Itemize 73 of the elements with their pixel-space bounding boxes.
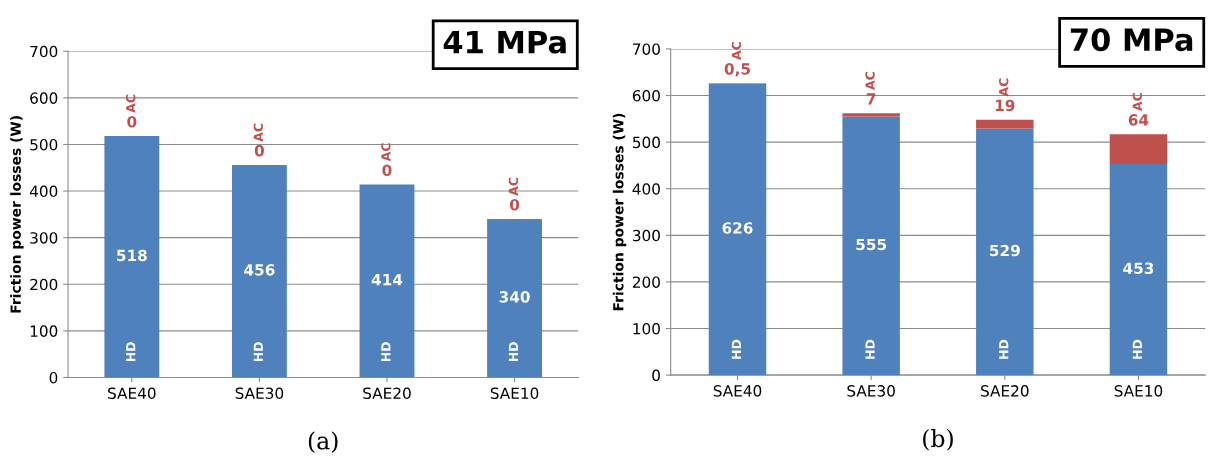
text: HD [999, 339, 1009, 359]
y-tick-label: 500 [30, 138, 58, 151]
x-tick-label: SAE10 [490, 387, 539, 400]
y-tick-label: 400 [29, 185, 58, 198]
y-tick-label: 300 [30, 232, 58, 244]
y-tick-label: 700 [633, 43, 660, 55]
data-label: 64 [1128, 114, 1149, 126]
y-tick-label: 100 [30, 325, 58, 337]
y-tick-label: 600 [30, 92, 58, 104]
data-label: 7 [866, 93, 876, 105]
x-tick-label: SAE20 [363, 387, 411, 400]
bar [1109, 134, 1168, 165]
chart-title: 70 MPa [1070, 28, 1193, 52]
text: AC [508, 177, 519, 196]
bar [842, 113, 900, 117]
data-label: 340 [499, 291, 530, 303]
y-tick-label: 400 [632, 183, 660, 195]
data-label: 19 [995, 99, 1015, 112]
y-axis-title: Friction power losses (W) [10, 116, 24, 313]
data-label: 414 [371, 274, 403, 286]
y-tick-label: 600 [632, 90, 660, 102]
chart-title: 41 MPa [443, 30, 566, 54]
bar [976, 119, 1034, 129]
data-label: 529 [990, 244, 1020, 257]
y-tick-label: 200 [632, 276, 660, 288]
bar [842, 116, 900, 376]
text: HD [865, 339, 875, 359]
data-label: 626 [722, 222, 753, 234]
y-tick-label: 700 [30, 45, 58, 58]
text: (a) [308, 431, 338, 453]
data-label: 0 [509, 198, 520, 211]
data-label: 0,5 [724, 63, 750, 77]
bar [1109, 164, 1168, 376]
text: HD [1132, 339, 1142, 359]
bar [976, 128, 1034, 376]
y-tick-label: 0 [49, 371, 58, 384]
text: AC [1132, 92, 1143, 111]
y-tick-label: 200 [30, 278, 58, 291]
x-tick-label: SAE30 [847, 385, 895, 397]
text: (b) [923, 428, 953, 451]
data-label: 456 [244, 264, 275, 276]
x-tick-label: SAE40 [713, 385, 762, 397]
text: HD [508, 342, 518, 362]
data-label: 0 [254, 144, 264, 157]
x-tick-label: SAE10 [1114, 385, 1163, 397]
text: AC [731, 41, 742, 60]
y-axis-title: Friction power losses (W) [612, 113, 627, 311]
y-tick-label: 300 [632, 229, 660, 242]
text: HD [381, 342, 391, 362]
text: AC [253, 123, 264, 142]
bar [708, 83, 767, 376]
bar [231, 164, 287, 378]
y-tick-label: 100 [633, 323, 660, 335]
x-tick-label: SAE40 [108, 387, 156, 400]
data-label: 555 [856, 238, 887, 251]
data-label: 518 [117, 249, 147, 262]
data-label: 453 [1123, 262, 1154, 275]
text: AC [381, 143, 391, 162]
series-label: HD [731, 339, 741, 359]
bar [359, 184, 415, 378]
x-tick-label: SAE20 [981, 385, 1029, 397]
data-label: 0 [382, 164, 392, 176]
text: HD [253, 342, 263, 362]
series-label: HD [126, 342, 136, 362]
text: AC [865, 71, 875, 90]
data-label: 0 [127, 115, 137, 128]
legend-label: AC [126, 94, 136, 113]
x-tick-label: SAE30 [235, 387, 284, 400]
y-tick-label: 500 [632, 136, 660, 149]
bar [487, 219, 542, 378]
bar [104, 136, 160, 378]
y-tick-label: 0 [652, 369, 660, 382]
text: AC [998, 78, 1009, 97]
